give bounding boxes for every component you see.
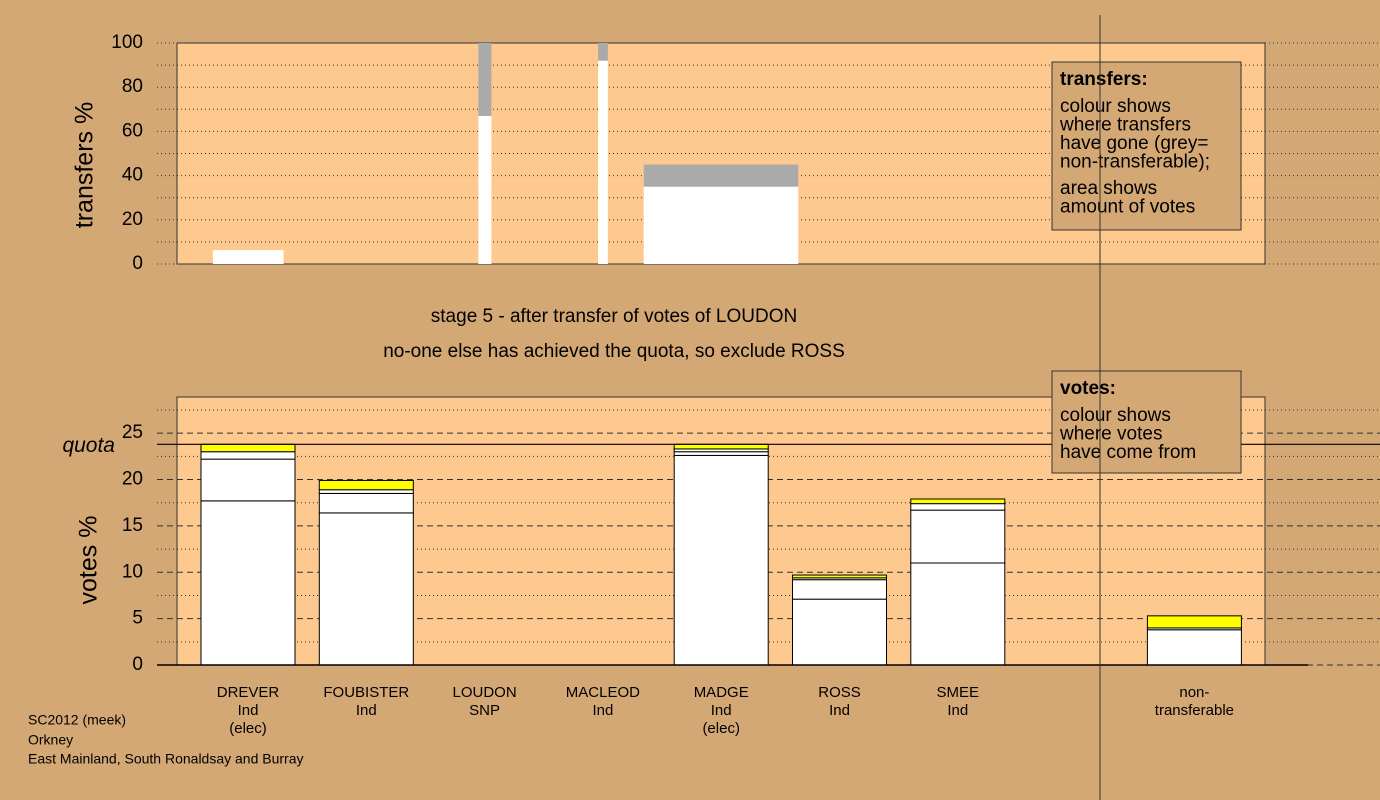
x-tick-label: Ind (829, 702, 850, 719)
y-tick-label: 100 (111, 32, 143, 53)
footer-text: East Mainland, South Ronaldsay and Burra… (28, 751, 304, 767)
legend-text: have gone (grey= (1060, 133, 1208, 154)
x-tick-label: ROSS (818, 684, 861, 701)
y-tick-label: 40 (122, 165, 143, 186)
bar-segment (200, 500, 296, 666)
y-tick-label: 20 (122, 209, 143, 230)
bar-segment (643, 164, 799, 187)
y-axis-title: votes % (75, 516, 103, 605)
bar-segment (643, 186, 799, 264)
bar-segment (910, 503, 1006, 511)
bar-segment (792, 574, 887, 579)
legend-text: where transfers (1059, 115, 1191, 136)
x-tick-label: SNP (469, 702, 500, 719)
x-tick-label: MACLEOD (566, 684, 640, 701)
stage-note: no-one else has achieved the quota, so e… (383, 341, 845, 362)
x-tick-label: Ind (356, 702, 377, 719)
bar-segment (910, 498, 1006, 505)
bar-segment (1146, 615, 1242, 629)
footer-text: Orkney (28, 732, 73, 748)
bar-segment (318, 512, 414, 666)
legend-title: votes: (1060, 378, 1116, 399)
bar-segment (318, 479, 414, 491)
bar-segment (212, 250, 284, 264)
legend-text: non-transferable); (1060, 152, 1210, 173)
x-tick-label: non- (1179, 684, 1209, 701)
y-tick-label: 5 (132, 608, 143, 629)
footer-text: SC2012 (meek) (28, 712, 126, 728)
y-tick-label: 60 (122, 120, 143, 141)
y-tick-label: 10 (122, 561, 143, 582)
x-tick-label: (elec) (702, 720, 740, 737)
x-tick-label: LOUDON (453, 684, 517, 701)
bar-segment (598, 43, 608, 61)
legend-title: transfers: (1060, 69, 1148, 90)
y-tick-label: 15 (122, 515, 143, 536)
legend-text: have come from (1060, 442, 1196, 463)
bar-segment (1146, 629, 1242, 666)
x-tick-label: MADGE (694, 684, 749, 701)
bar-segment (200, 443, 296, 453)
y-tick-label: 0 (132, 654, 143, 675)
x-tick-label: Ind (238, 702, 259, 719)
bar-segment (478, 115, 492, 265)
x-tick-label: Ind (592, 702, 613, 719)
legend-box (1051, 61, 1242, 231)
bar-segment (318, 492, 414, 514)
x-tick-label: transferable (1155, 702, 1234, 719)
stage-note: stage 5 - after transfer of votes of LOU… (431, 306, 797, 327)
y-tick-label: 20 (122, 469, 143, 490)
x-tick-label: Ind (711, 702, 732, 719)
bar-segment (318, 489, 414, 494)
y-tick-label: 80 (122, 76, 143, 97)
bar-segment (792, 598, 887, 666)
bar-segment (910, 562, 1006, 666)
legend-box (1051, 370, 1242, 474)
bar-segment (673, 454, 769, 666)
y-tick-label: 25 (122, 422, 143, 443)
quota-label: quota (62, 434, 115, 457)
legend-text: colour shows (1060, 405, 1171, 426)
bar-segment (792, 579, 887, 600)
x-tick-label: (elec) (229, 720, 267, 737)
bar-segment (598, 60, 608, 265)
y-axis-title: transfers % (71, 102, 99, 228)
bar-segment (200, 451, 296, 460)
bar-segment (910, 509, 1006, 564)
bar-segment (673, 443, 769, 450)
bar-segment (478, 43, 492, 116)
x-tick-label: DREVER (217, 684, 280, 701)
legend-text: colour shows (1060, 96, 1171, 117)
x-tick-label: SMEE (937, 684, 980, 701)
bar-segment (673, 451, 769, 456)
x-tick-label: FOUBISTER (323, 684, 409, 701)
legend-text: where votes (1059, 424, 1162, 445)
y-tick-label: 0 (132, 253, 143, 274)
legend-text: amount of votes (1060, 197, 1195, 218)
bar-segment (200, 458, 296, 502)
legend-text: area shows (1060, 178, 1157, 199)
x-tick-label: Ind (947, 702, 968, 719)
